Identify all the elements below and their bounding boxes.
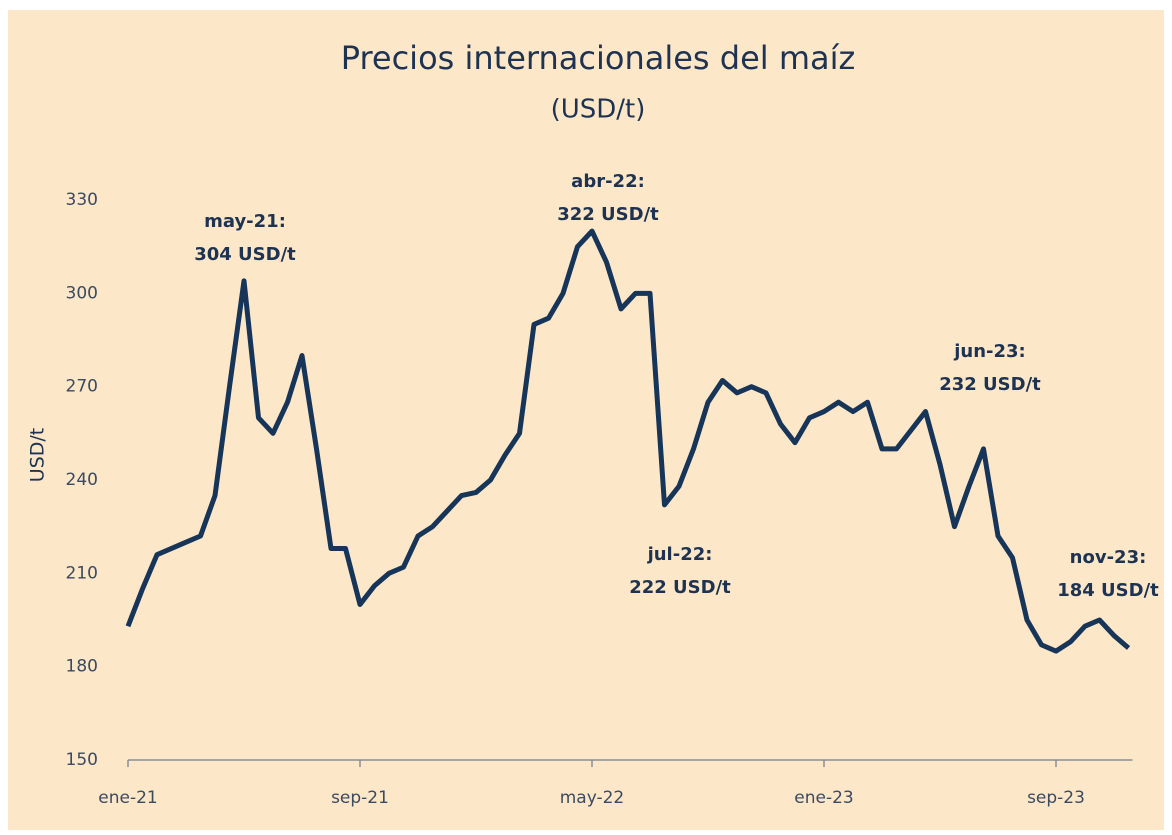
price-line	[125, 228, 1131, 654]
chart-title: Precios internacionales del maíz	[341, 39, 856, 77]
background	[8, 10, 1164, 830]
x-tick-label: ene-23	[794, 788, 853, 808]
annotation-date: abr-22:	[571, 171, 645, 192]
x-tick-label: sep-23	[1027, 788, 1085, 808]
x-tick-label: ene-21	[98, 788, 157, 808]
x-tick-label: sep-21	[331, 788, 389, 808]
annotation-value: 304 USD/t	[194, 244, 296, 265]
y-tick-label: 270	[66, 377, 98, 397]
x-tick-label: may-22	[560, 788, 625, 808]
chart-subtitle: (USD/t)	[551, 95, 646, 125]
annotation-value: 232 USD/t	[939, 374, 1041, 395]
y-tick-label: 180	[66, 657, 98, 677]
y-tick-label: 330	[66, 190, 98, 210]
annotation-date: may-21:	[204, 211, 286, 232]
y-tick-label: 210	[66, 563, 98, 583]
annotation-value: 184 USD/t	[1057, 580, 1159, 601]
annotation-date: jun-23:	[953, 341, 1026, 362]
annotation-value: 322 USD/t	[557, 204, 659, 225]
y-tick-label: 240	[66, 470, 98, 490]
annotation-value: 222 USD/t	[629, 577, 731, 598]
annotation-date: jul-22:	[647, 544, 713, 565]
y-axis-label: USD/t	[27, 428, 49, 482]
annotation-date: nov-23:	[1070, 547, 1147, 568]
y-tick-label: 300	[66, 283, 98, 303]
y-tick-label: 150	[66, 750, 98, 770]
